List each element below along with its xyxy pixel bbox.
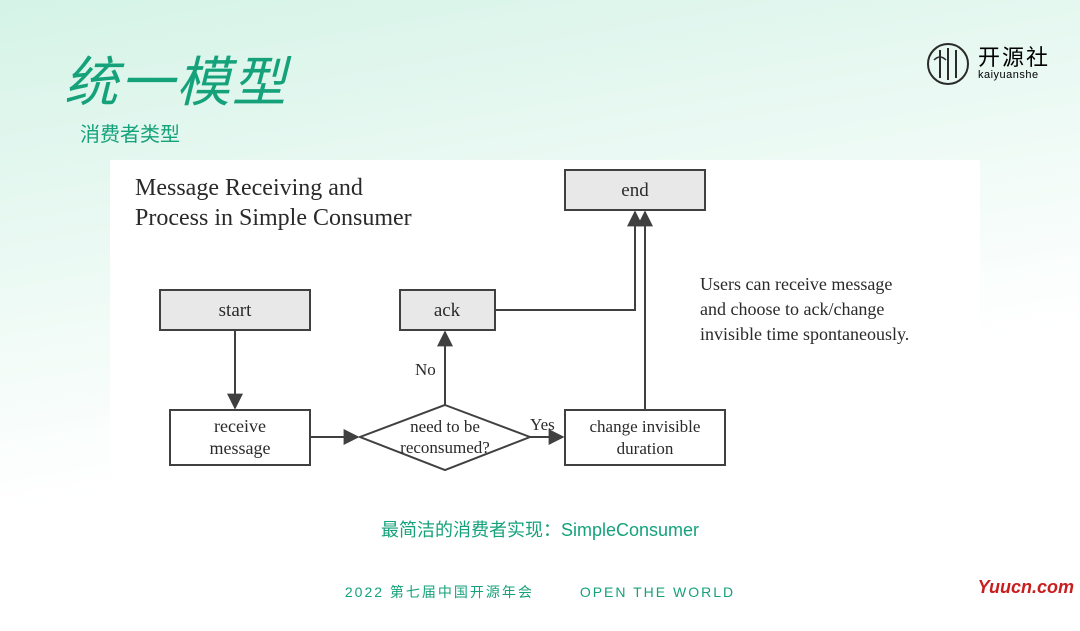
kaiyuanshe-icon xyxy=(926,42,970,86)
node-ack-label: ack xyxy=(434,300,461,321)
diagram-annotation-l2: and choose to ack/change xyxy=(700,299,884,319)
flowchart-diagram: Message Receiving and Process in Simple … xyxy=(110,160,980,485)
node-change-l2: duration xyxy=(617,439,674,458)
footer-right: OPEN THE WORLD xyxy=(580,584,735,600)
logo-text-en: kaiyuanshe xyxy=(978,69,1050,81)
diagram-annotation-l1: Users can receive message xyxy=(700,274,892,294)
diagram-annotation-l3: invisible time spontaneously. xyxy=(700,324,909,344)
page-subtitle: 消费者类型 xyxy=(80,118,180,147)
logo-text-cn: 开源社 xyxy=(978,47,1050,69)
node-end-label: end xyxy=(621,180,649,201)
node-receive-l1: receive xyxy=(214,416,266,436)
caption: 最简洁的消费者实现：SimpleConsumer xyxy=(0,516,1080,542)
diagram-heading-line2: Process in Simple Consumer xyxy=(135,205,412,231)
footer: 2022 第七届中国开源年会 OPEN THE WORLD xyxy=(0,582,1080,602)
node-start-label: start xyxy=(219,300,252,321)
node-decision-l1: need to be xyxy=(410,417,480,436)
edge-label-no: No xyxy=(415,360,436,379)
watermark: Yuucn.com xyxy=(978,577,1074,598)
edge-label-yes: Yes xyxy=(530,415,555,434)
footer-left: 2022 第七届中国开源年会 xyxy=(345,584,534,600)
diagram-heading-line1: Message Receiving and xyxy=(135,175,363,201)
logo: 开源社 kaiyuanshe xyxy=(926,42,1050,86)
node-decision-l2: reconsumed? xyxy=(400,438,490,457)
node-change-l1: change invisible xyxy=(590,417,701,436)
page-title: 统一模型 xyxy=(64,38,288,117)
node-receive-l2: message xyxy=(210,438,271,458)
